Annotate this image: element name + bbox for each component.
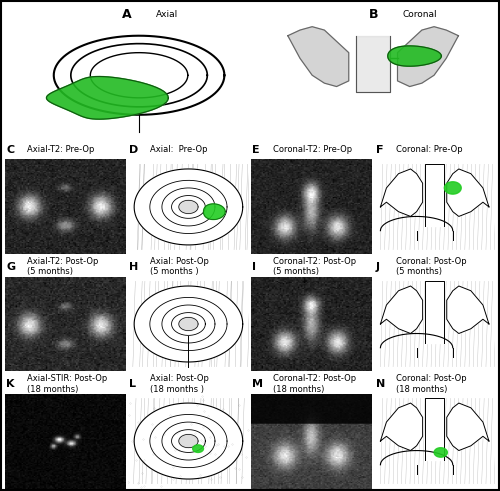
- Text: I: I: [252, 262, 256, 272]
- Polygon shape: [179, 435, 198, 448]
- Text: H: H: [130, 262, 138, 272]
- Text: Coronal-T2: Post-Op
(18 months): Coronal-T2: Post-Op (18 months): [273, 374, 356, 393]
- Polygon shape: [388, 46, 442, 66]
- Text: Coronal: Coronal: [402, 10, 437, 19]
- Polygon shape: [447, 286, 489, 333]
- Text: D: D: [130, 145, 138, 155]
- Text: A: A: [122, 8, 132, 21]
- Polygon shape: [134, 403, 242, 479]
- Polygon shape: [447, 403, 489, 451]
- Polygon shape: [288, 27, 349, 86]
- Text: M: M: [252, 379, 264, 389]
- Polygon shape: [425, 164, 444, 226]
- Polygon shape: [192, 445, 203, 452]
- Text: N: N: [376, 379, 385, 389]
- Polygon shape: [447, 169, 489, 217]
- Text: Axial: Post-Op
(18 months ): Axial: Post-Op (18 months ): [150, 374, 208, 393]
- Text: J: J: [376, 262, 380, 272]
- Text: Axial-T2: Post-Op
(5 months): Axial-T2: Post-Op (5 months): [26, 257, 98, 276]
- Polygon shape: [380, 403, 422, 451]
- Text: Axial-STIR: Post-Op
(18 months): Axial-STIR: Post-Op (18 months): [26, 374, 107, 393]
- Text: G: G: [6, 262, 16, 272]
- Polygon shape: [46, 77, 168, 119]
- Text: Coronal: Post-Op
(5 months): Coronal: Post-Op (5 months): [396, 257, 466, 276]
- Text: Coronal-T2: Pre-Op: Coronal-T2: Pre-Op: [273, 145, 352, 154]
- Text: Axial-T2: Pre-Op: Axial-T2: Pre-Op: [26, 145, 94, 154]
- Polygon shape: [204, 204, 225, 219]
- Text: Axial: Axial: [156, 10, 178, 19]
- Polygon shape: [356, 36, 390, 92]
- Polygon shape: [398, 27, 458, 86]
- Text: F: F: [376, 145, 383, 155]
- Polygon shape: [444, 182, 461, 194]
- Text: Axial: Post-Op
(5 months ): Axial: Post-Op (5 months ): [150, 257, 208, 276]
- Polygon shape: [380, 286, 422, 333]
- Text: B: B: [368, 8, 378, 21]
- Polygon shape: [134, 169, 242, 245]
- Text: Coronal: Post-Op
(18 months): Coronal: Post-Op (18 months): [396, 374, 466, 393]
- Polygon shape: [425, 398, 444, 460]
- Polygon shape: [434, 448, 448, 457]
- Text: E: E: [252, 145, 260, 155]
- Text: K: K: [6, 379, 14, 389]
- Text: L: L: [130, 379, 136, 389]
- Text: Coronal-T2: Post-Op
(5 months): Coronal-T2: Post-Op (5 months): [273, 257, 356, 276]
- Text: Axial:  Pre-Op: Axial: Pre-Op: [150, 145, 208, 154]
- Polygon shape: [425, 281, 444, 343]
- Text: Coronal: Pre-Op: Coronal: Pre-Op: [396, 145, 462, 154]
- Polygon shape: [179, 200, 198, 214]
- Text: C: C: [6, 145, 14, 155]
- Polygon shape: [380, 169, 422, 217]
- Polygon shape: [179, 317, 198, 330]
- Polygon shape: [134, 286, 242, 362]
